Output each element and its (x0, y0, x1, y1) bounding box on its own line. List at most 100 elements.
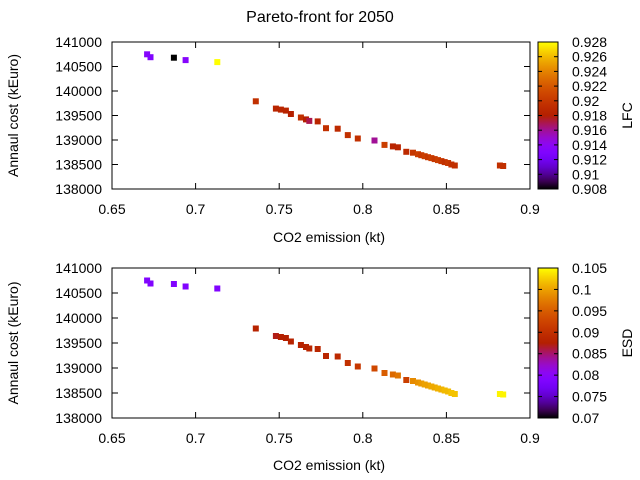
data-point (496, 162, 503, 169)
plot-frame (111, 41, 531, 190)
data-point (418, 152, 425, 159)
colorbar-label: ESD (619, 329, 635, 358)
data-point (334, 125, 341, 132)
colorbar (538, 42, 558, 189)
data-point (323, 353, 329, 359)
x-tick-label: 0.75 (266, 430, 293, 446)
colorbar-tick-label: 0.924 (572, 63, 607, 79)
x-tick-label: 0.65 (98, 430, 125, 446)
data-point (344, 132, 351, 139)
data-point (214, 285, 221, 292)
data-point (287, 338, 294, 345)
data-point (428, 383, 435, 390)
y-tick-label: 139500 (55, 108, 102, 124)
data-point (438, 386, 445, 393)
y-tick-label: 140000 (55, 83, 102, 99)
data-point (500, 163, 507, 169)
data-point (277, 334, 284, 340)
y-tick-label: 140500 (55, 285, 102, 301)
colorbar-tick-label: 0.916 (572, 122, 607, 138)
colorbar-tick-label: 0.91 (572, 166, 599, 182)
data-point (381, 141, 388, 148)
data-point (334, 353, 341, 360)
x-tick-label: 0.85 (433, 430, 460, 446)
data-point (371, 137, 378, 144)
x-tick-label: 0.9 (520, 430, 540, 446)
data-point (282, 335, 289, 341)
data-point (354, 363, 361, 370)
colorbar-tick-label: 0.922 (572, 78, 607, 94)
data-point (394, 372, 401, 379)
x-tick-label: 0.8 (353, 430, 373, 446)
y-tick-label: 140500 (55, 59, 102, 75)
data-point (445, 388, 452, 395)
data-point (425, 154, 431, 161)
data-point (451, 391, 458, 397)
data-point (435, 385, 441, 392)
x-axis-label: CO2 emission (kt) (273, 457, 385, 473)
data-point (144, 51, 151, 58)
data-point (431, 384, 438, 391)
y-tick-label: 141000 (55, 260, 102, 276)
colorbar-tick-label: 0.928 (572, 34, 607, 50)
x-tick-label: 0.8 (353, 201, 373, 217)
colorbar-tick-label: 0.914 (572, 137, 607, 153)
figure-title: Pareto-front for 2050 (246, 9, 394, 26)
data-point (425, 382, 431, 389)
colorbar-tick-label: 0.1 (572, 281, 592, 297)
data-point (344, 360, 351, 366)
data-point (170, 54, 177, 61)
colorbar-tick-label: 0.926 (572, 49, 607, 65)
y-tick-label: 138500 (55, 157, 102, 173)
x-tick-label: 0.9 (520, 201, 540, 217)
y-axis-label: Annaul cost (kEuro) (5, 282, 21, 405)
y-tick-label: 139000 (55, 360, 102, 376)
colorbar-tick-label: 0.105 (572, 260, 607, 276)
data-point (214, 59, 221, 66)
data-point (403, 148, 410, 155)
data-point (441, 387, 448, 394)
data-point (421, 381, 428, 388)
data-point (252, 98, 259, 105)
data-point (354, 135, 361, 142)
data-point (147, 280, 154, 287)
y-tick-label: 140000 (55, 310, 102, 326)
data-point (287, 111, 294, 117)
x-tick-label: 0.85 (433, 201, 460, 217)
data-point (403, 377, 410, 383)
colorbar-frame (537, 267, 559, 419)
colorbar-tick-label: 0.918 (572, 108, 607, 124)
data-point (410, 149, 416, 156)
data-point (303, 116, 309, 123)
data-point (448, 390, 455, 396)
y-tick-label: 138000 (55, 410, 102, 426)
colorbar-tick-label: 0.085 (572, 346, 607, 362)
data-point (381, 370, 388, 376)
data-point (428, 155, 435, 162)
data-point (500, 391, 507, 398)
data-point (147, 54, 154, 61)
data-point (323, 125, 329, 132)
data-point (445, 160, 452, 166)
data-point (277, 106, 284, 113)
data-point (252, 325, 259, 332)
colorbar-tick-label: 0.08 (572, 367, 599, 383)
y-tick-label: 138500 (55, 385, 102, 401)
esd-scatter-panel: 0.65 0.7 0.75 0.8 0.85 0.9 138000 138500 139000 1… (5, 260, 635, 473)
data-point (282, 107, 289, 114)
y-tick-label: 139500 (55, 335, 102, 351)
y-tick-label: 139000 (55, 132, 102, 148)
data-point (435, 157, 441, 164)
x-tick-label: 0.65 (98, 201, 125, 217)
data-point (314, 346, 321, 352)
data-point (451, 162, 458, 169)
data-point (415, 151, 421, 158)
colorbar-tick-label: 0.075 (572, 389, 607, 405)
data-point (389, 371, 396, 378)
y-axis-label: Annaul cost (kEuro) (5, 54, 21, 177)
colorbar-tick-label: 0.92 (572, 93, 599, 109)
data-point (496, 391, 503, 397)
data-point (272, 333, 279, 339)
data-point (306, 117, 313, 124)
